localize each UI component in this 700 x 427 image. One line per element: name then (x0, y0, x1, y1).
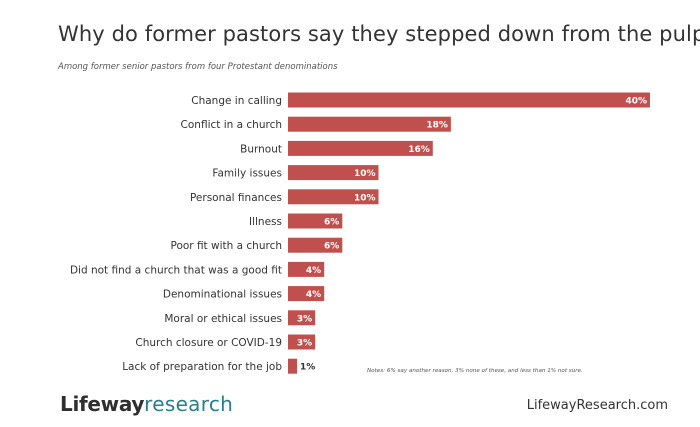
category-label: Burnout (240, 143, 282, 155)
bar (288, 140, 433, 156)
category-label: Moral or ethical issues (164, 313, 282, 325)
bar (288, 165, 379, 181)
website-url: LifewayResearch.com (526, 398, 668, 413)
bar (288, 237, 343, 253)
category-label: Denominational issues (163, 289, 282, 301)
category-label: Poor fit with a church (170, 240, 282, 252)
bar-value-label: 3% (297, 339, 312, 349)
bar-value-label: 6% (324, 242, 339, 252)
bar-value-label: 4% (306, 266, 321, 276)
lifeway-research-logo: Lifewayresearch (60, 392, 233, 416)
bar (288, 358, 298, 374)
bar (288, 286, 325, 302)
category-label: Did not find a church that was a good fi… (70, 264, 282, 276)
category-label: Church closure or COVID-19 (135, 337, 282, 349)
chart-note: Notes: 6% say another reason, 3% none of… (367, 368, 583, 374)
bar-value-label: 3% (297, 314, 312, 324)
bar (288, 334, 316, 350)
category-label: Illness (249, 216, 282, 228)
category-label: Change in calling (191, 95, 282, 107)
bar (288, 310, 316, 326)
bar-value-label: 18% (426, 121, 448, 131)
category-label: Family issues (212, 168, 282, 180)
bar-value-label: 10% (354, 193, 376, 203)
bar (288, 189, 379, 205)
bar (288, 261, 325, 277)
bar-value-label: 6% (324, 218, 339, 228)
bar (288, 213, 343, 229)
chart-subtitle: Among former senior pastors from four Pr… (58, 62, 338, 72)
chart-title: Why do former pastors say they stepped d… (58, 22, 700, 46)
logo-lifeway-text: Lifeway (60, 392, 145, 416)
bar-value-label: 1% (300, 363, 315, 373)
bar (288, 92, 650, 108)
bar-value-label: 40% (625, 97, 647, 107)
bar-value-label: 4% (306, 290, 321, 300)
bar (288, 116, 451, 132)
category-label: Personal finances (190, 192, 282, 204)
bar-value-label: 16% (408, 145, 430, 155)
logo-research-text: research (144, 392, 234, 416)
category-label: Lack of preparation for the job (122, 361, 282, 373)
category-label: Conflict in a church (181, 119, 282, 131)
bar-value-label: 10% (354, 169, 376, 179)
